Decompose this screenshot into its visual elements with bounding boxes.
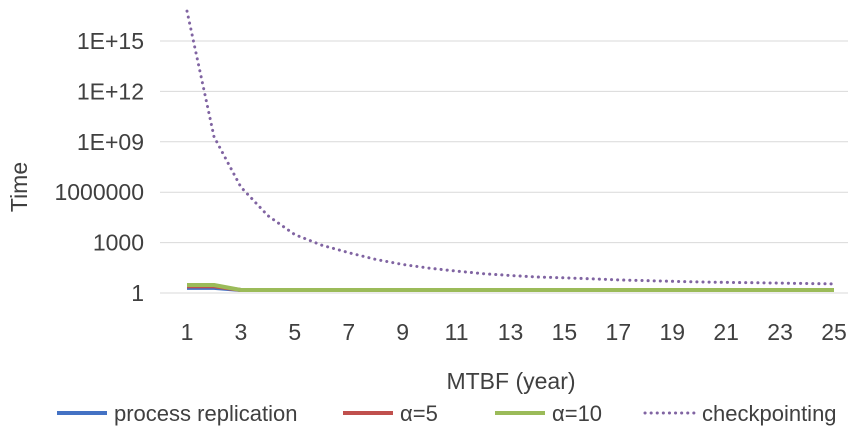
x-tick-label: 15 (552, 319, 578, 345)
gridlines (160, 40, 848, 294)
x-tick-label: 17 (606, 319, 632, 345)
y-tick-label: 1E+12 (77, 78, 144, 104)
series-line-3 (185, 9, 836, 286)
y-tick-label: 1000 (93, 230, 144, 256)
x-tick-label: 9 (396, 319, 409, 345)
y-tick-label: 1E+15 (77, 28, 144, 54)
y-tick-labels: 1 1000 1000000 1E+09 1E+12 1E+15 (54, 28, 144, 306)
x-tick-label: 5 (288, 319, 301, 345)
x-tick-label: 25 (821, 319, 847, 345)
x-tick-labels: 1 3 5 7 9 11 13 15 17 19 21 23 25 (181, 319, 847, 345)
x-tick-label: 19 (659, 319, 685, 345)
x-tick-label: 13 (498, 319, 524, 345)
legend: process replication α=5 α=10 checkpointing (57, 401, 837, 426)
x-tick-label: 1 (181, 319, 194, 345)
series-line-2 (187, 283, 834, 292)
y-axis-title: Time (6, 162, 32, 212)
legend-label: checkpointing (702, 401, 837, 426)
legend-label: process replication (114, 401, 297, 426)
x-tick-label: 7 (342, 319, 355, 345)
x-tick-label: 23 (767, 319, 793, 345)
series-lines (185, 9, 836, 292)
y-tick-label: 1 (131, 280, 144, 306)
x-tick-label: 3 (235, 319, 248, 345)
y-tick-label: 1000000 (54, 179, 144, 205)
y-tick-label: 1E+09 (77, 129, 144, 155)
x-tick-label: 11 (445, 319, 469, 345)
x-axis-title: MTBF (year) (446, 368, 575, 394)
x-tick-label: 21 (713, 319, 739, 345)
legend-label: α=10 (552, 401, 602, 426)
legend-label: α=5 (400, 401, 438, 426)
